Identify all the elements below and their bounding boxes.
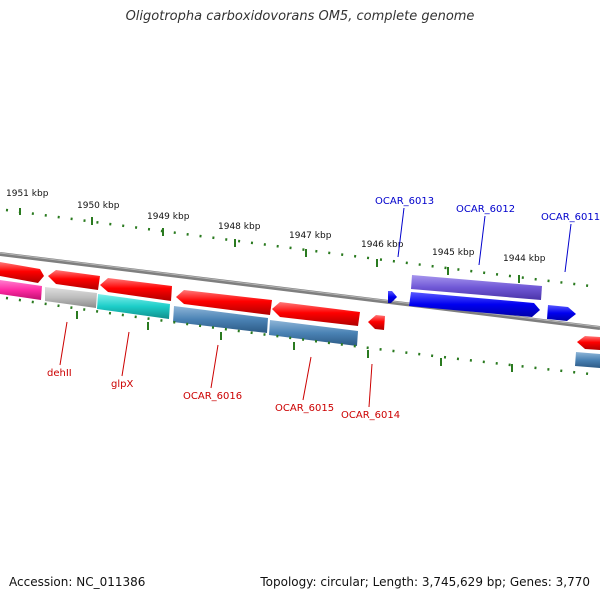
label-leaders [59,207,572,408]
kbp-label: 1950 kbp [77,201,120,211]
gene-label-glpx: glpX [111,379,133,390]
inner-tick-track [5,296,591,376]
gray-feature [45,287,97,308]
outer-tick-dots [5,208,591,288]
kbp-label: 1945 kbp [432,248,475,258]
purple-feature [411,275,542,300]
steel-feature [269,320,358,346]
reverse-strand-inner-features [0,280,600,368]
leader-line [210,344,219,389]
leader-line [478,215,486,266]
magenta-feature [0,280,42,300]
kbp-label: 1948 kbp [218,222,261,232]
map-title: Oligotropha carboxidovorans OM5, complet… [125,9,475,24]
gene-label-ocar-6016: OCAR_6016 [183,391,242,402]
cds-arrow [176,290,272,315]
gene-label-ocar-6013: OCAR_6013 [375,196,434,207]
gene-label-ocar-6011: OCAR_6011 [541,212,600,223]
leader-line [368,363,373,408]
gene-label-ocar-6012: OCAR_6012 [456,204,515,215]
steel-feature [575,352,600,368]
cds-arrow-forward [547,305,576,321]
genome-summary-text: Topology: circular; Length: 3,745,629 bp… [260,575,590,589]
kbp-label: 1946 kbp [361,240,404,250]
blue-small-arrow [388,291,397,303]
genome-backbone-highlight [0,252,600,328]
leader-line [564,223,572,273]
forward-strand-features [388,275,576,321]
cds-arrow [577,336,600,350]
reverse-strand-features [0,262,600,350]
gene-label-ocar-6015: OCAR_6015 [275,403,334,414]
outer-tick-track [5,208,591,288]
steel-feature [173,306,268,333]
cds-arrow [272,302,360,326]
cds-arrow [100,278,172,301]
leader-line [121,331,130,377]
gene-label-dehii: dehII [47,368,72,379]
gene-labels: dehII glpX OCAR_6016 OCAR_6015 OCAR_6014… [47,196,600,421]
leader-line [59,321,68,366]
kbp-labels: 1951 kbp 1950 kbp 1949 kbp 1948 kbp 1947… [6,189,546,264]
accession-text: Accession: NC_011386 [9,575,146,589]
kbp-label: 1951 kbp [6,189,49,199]
cds-arrow-forward [409,292,540,317]
leader-line [302,356,312,401]
cds-arrow [0,262,44,283]
cds-arrow [48,270,100,290]
kbp-label: 1947 kbp [289,231,332,241]
rna-arrow [368,315,385,330]
kbp-label: 1949 kbp [147,212,190,222]
kbp-label: 1944 kbp [503,254,546,264]
inner-tick-dots [5,296,591,376]
gene-label-ocar-6014: OCAR_6014 [341,410,400,421]
cyan-feature [97,294,170,319]
leader-line [397,207,405,258]
